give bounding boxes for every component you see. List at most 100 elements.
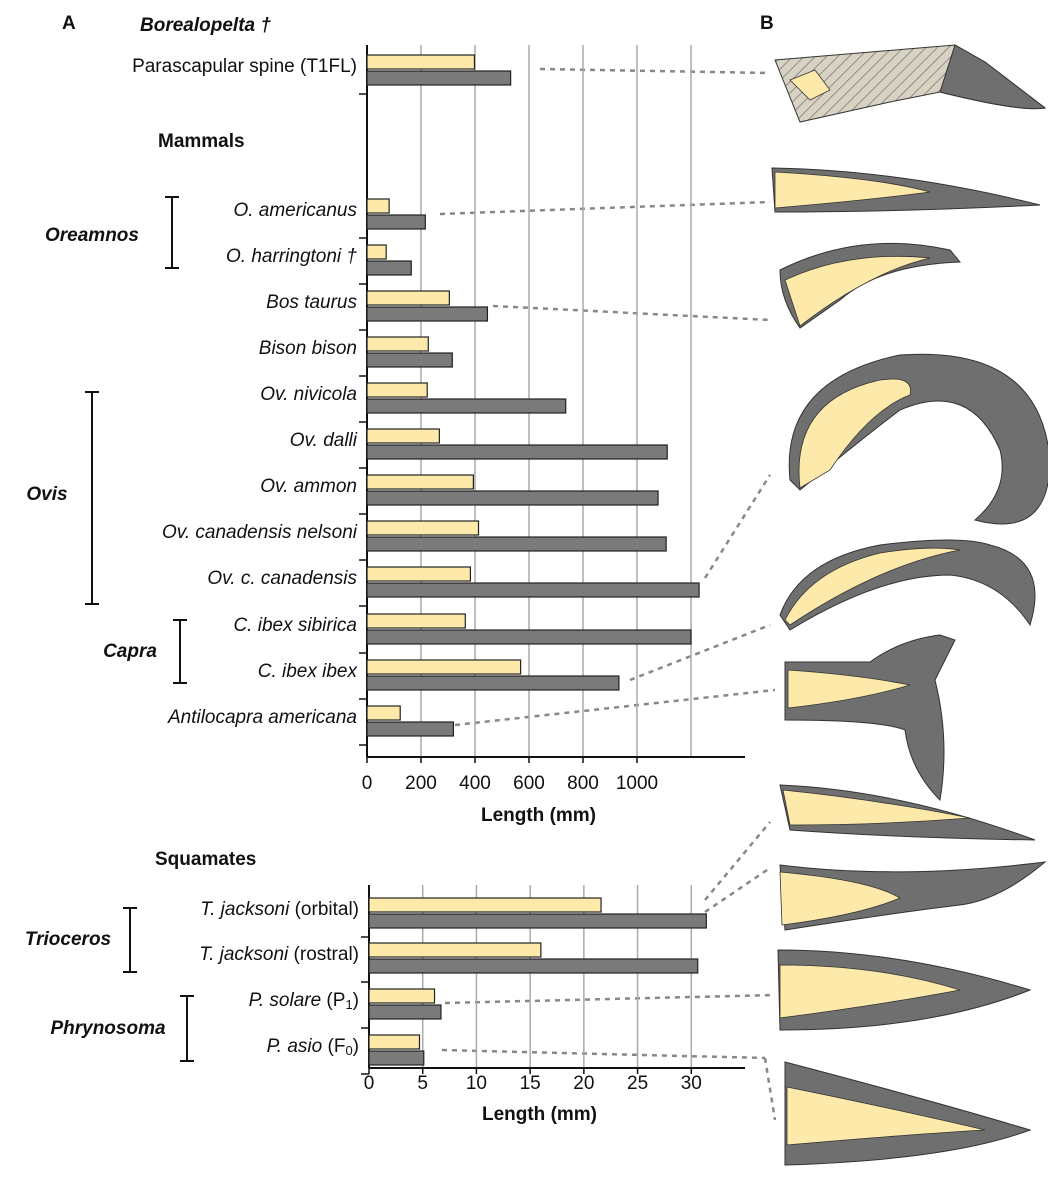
bar <box>366 490 659 506</box>
label-part: T. jacksoni <box>199 944 289 965</box>
bar <box>368 1034 421 1050</box>
group-label: Phrynosoma <box>50 1018 166 1039</box>
group-label: Capra <box>103 641 157 662</box>
category-label: Bison bison <box>259 338 357 359</box>
label-part: (P <box>321 990 345 1011</box>
label-part: O. americanus <box>233 200 357 221</box>
bar <box>368 942 542 958</box>
x-tick-label: 1000 <box>616 773 658 794</box>
bar <box>366 536 667 552</box>
label-part: ) <box>353 990 359 1011</box>
label-part: (T1FL) <box>295 56 357 77</box>
label-part: Parascapular spine <box>132 56 295 77</box>
x-tick-label: 600 <box>513 773 545 794</box>
x-tick-label: 15 <box>520 1073 541 1094</box>
label-part: Bos taurus <box>266 292 357 313</box>
category-label: C. ibex sibirica <box>233 615 357 636</box>
bar <box>368 1050 425 1066</box>
x-tick-label: 5 <box>417 1073 428 1094</box>
bar <box>366 582 700 598</box>
label-part: P. asio <box>267 1036 323 1057</box>
bar <box>368 958 699 974</box>
bar <box>366 659 522 675</box>
x-tick-label: 200 <box>405 773 437 794</box>
x-tick-label: 400 <box>459 773 491 794</box>
label-part: Ov. canadensis nelsoni <box>162 522 358 543</box>
group-bracket <box>180 995 194 1062</box>
section-heading: Squamates <box>155 849 256 870</box>
bar <box>366 70 512 86</box>
category-label: Bos taurus <box>266 292 357 313</box>
group-bracket <box>123 907 137 973</box>
label-part: Antilocapra americana <box>167 707 357 728</box>
label-part: Ov. dalli <box>290 430 358 451</box>
x-tick-label: 25 <box>627 1073 648 1094</box>
label-part: 1 <box>345 997 352 1012</box>
x-tick-label: 10 <box>466 1073 487 1094</box>
bar <box>366 306 489 322</box>
bar <box>368 988 436 1004</box>
label-part: Ov. c. canadensis <box>207 568 357 589</box>
label-part: T. jacksoni <box>200 899 290 920</box>
bar <box>366 382 428 398</box>
label-part: (orbital) <box>289 899 359 920</box>
bar <box>366 54 476 70</box>
label-part: 0 <box>345 1043 352 1058</box>
group-bracket <box>173 619 187 684</box>
label-part: Ov. ammon <box>260 476 357 497</box>
section-heading: Borealopelta † <box>140 15 271 36</box>
bar <box>368 913 707 929</box>
x-tick-label: 0 <box>362 773 373 794</box>
category-label: Ov. c. canadensis <box>207 568 357 589</box>
bar <box>366 214 426 230</box>
category-label: C. ibex ibex <box>258 661 359 682</box>
bar <box>366 675 620 691</box>
bar <box>366 336 429 352</box>
x-tick-label: 30 <box>681 1073 702 1094</box>
bar <box>366 198 390 214</box>
x-tick-label: 800 <box>567 773 599 794</box>
bar <box>368 897 602 913</box>
bar <box>366 629 692 645</box>
label-part: C. ibex sibirica <box>233 615 357 636</box>
group-bracket <box>165 196 179 269</box>
label-part: C. ibex ibex <box>258 661 359 682</box>
category-label: Antilocapra americana <box>167 707 357 728</box>
category-label: O. americanus <box>233 200 357 221</box>
label-part: Bison bison <box>259 338 357 359</box>
group-label: Ovis <box>26 484 67 505</box>
bar <box>366 721 455 737</box>
category-label: P. solare (P1) <box>249 990 359 1012</box>
category-label: Parascapular spine (T1FL) <box>132 56 357 77</box>
bar <box>366 290 450 306</box>
connectors <box>439 67 777 1121</box>
bar <box>366 398 567 414</box>
label-part: (rostral) <box>288 944 359 965</box>
category-label: Ov. dalli <box>290 430 358 451</box>
bar <box>368 1004 442 1020</box>
bar <box>366 705 401 721</box>
x-axis-title: Length (mm) <box>482 1104 597 1125</box>
bar <box>366 428 440 444</box>
category-label: P. asio (F0) <box>267 1036 359 1058</box>
panel-label: A <box>62 13 76 34</box>
section-heading: Mammals <box>158 131 245 152</box>
x-tick-label: 20 <box>573 1073 594 1094</box>
bar <box>366 520 480 536</box>
bar <box>366 613 466 629</box>
label-part: ) <box>353 1036 359 1057</box>
group-label: Trioceros <box>25 929 111 950</box>
label-part: O. harringtoni † <box>226 246 357 267</box>
category-label: O. harringtoni † <box>226 246 357 267</box>
category-label: Ov. canadensis nelsoni <box>162 522 358 543</box>
x-axis-title: Length (mm) <box>481 805 596 826</box>
horn-drawings <box>771 44 1048 1166</box>
label-part: (F <box>322 1036 345 1057</box>
category-label: T. jacksoni (orbital) <box>200 899 359 920</box>
group-label: Oreamnos <box>45 225 139 246</box>
group-bracket <box>85 391 99 605</box>
bar <box>366 260 412 276</box>
category-label: T. jacksoni (rostral) <box>199 944 359 965</box>
bar <box>366 244 387 260</box>
